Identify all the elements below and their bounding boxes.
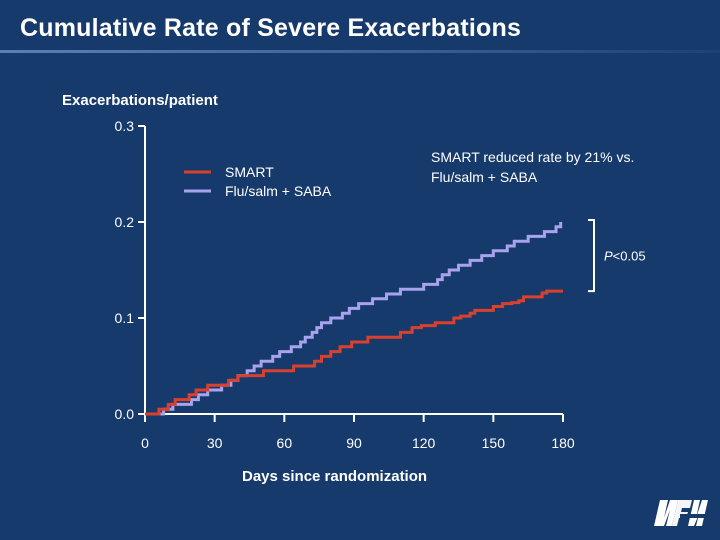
x-tick-label: 30	[207, 435, 223, 451]
legend-label: SMART	[225, 164, 274, 180]
y-tick-label: 0.1	[115, 310, 135, 326]
bracket	[588, 219, 595, 293]
y-tick-label: 0.2	[115, 214, 135, 230]
x-tick-label: 0	[141, 435, 149, 451]
result-annotation: SMART reduced rate by 21% vs. Flu/salm +…	[431, 149, 635, 185]
medical-education-network-logo	[654, 500, 710, 526]
chart-legend: SMART Flu/salm + SABA	[184, 164, 332, 199]
x-tick-label: 90	[346, 435, 362, 451]
chart-series-layer	[145, 222, 563, 416]
p-value-bracket: P<0.05	[588, 219, 646, 293]
y-axis-label: Exacerbations/patient	[62, 92, 218, 109]
p-value-label: P<0.05	[604, 249, 646, 264]
legend-label: Flu/salm + SABA	[225, 183, 332, 199]
y-tick-label: 0.0	[115, 406, 135, 422]
series-line-flu-salm-saba	[145, 222, 563, 416]
x-tick-label: 120	[412, 435, 436, 451]
y-tick-label: 0.3	[115, 118, 135, 134]
slide-title: Cumulative Rate of Severe Exacerbations	[20, 14, 522, 42]
x-tick-label: 60	[277, 435, 293, 451]
x-tick-label: 180	[551, 435, 575, 451]
x-axis-label: Days since randomization	[242, 468, 428, 485]
title-divider	[0, 50, 720, 53]
series-line-smart	[145, 289, 563, 416]
x-tick-label: 150	[482, 435, 506, 451]
